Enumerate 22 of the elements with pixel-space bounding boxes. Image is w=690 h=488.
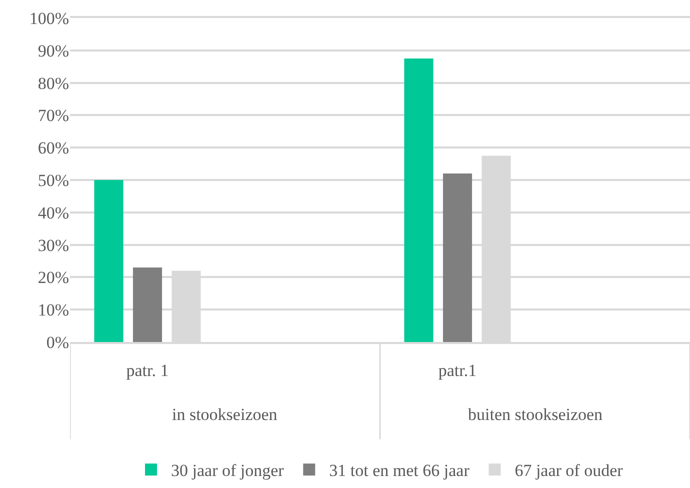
bar [94, 180, 124, 342]
y-tick-label: 90% [38, 41, 69, 60]
text: in stookseizoen [172, 405, 278, 424]
y-tick-label: 40% [38, 203, 69, 222]
x-tick-label: patr.1 [438, 361, 477, 380]
legend-label: 31 tot en met 66 jaar [329, 461, 470, 480]
y-tick-label: 100% [29, 8, 69, 28]
y-tick-label: 20% [38, 268, 69, 288]
bar [442, 174, 472, 342]
bar [132, 267, 162, 342]
y-tick-label: 70% [38, 106, 69, 126]
y-tick-label: 80% [38, 74, 69, 93]
y-tick-label: 30% [38, 236, 69, 255]
text: buiten stookseizoen [468, 405, 604, 424]
legend-label: 67 jaar of ouder [514, 461, 624, 480]
y-tick-label: 0% [46, 332, 69, 352]
x-tick-label: patr. 1 [126, 361, 169, 380]
bar [404, 58, 434, 342]
y-tick-label: 10% [38, 300, 69, 320]
legend-label: 30 jaar of jonger [171, 461, 284, 480]
y-tick-label: 50% [38, 170, 69, 190]
y-tick-label: 60% [38, 138, 69, 158]
